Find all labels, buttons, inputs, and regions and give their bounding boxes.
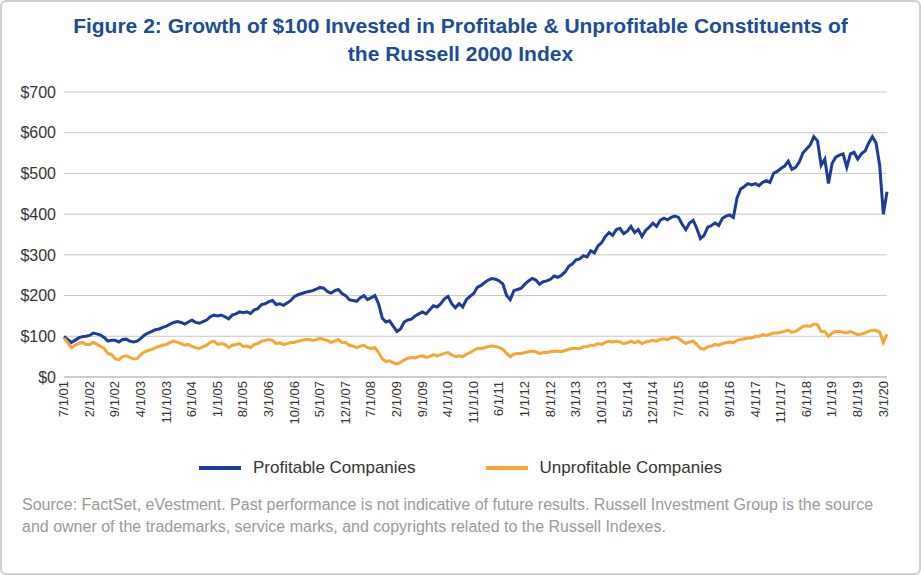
- svg-text:$100: $100: [20, 328, 56, 345]
- svg-text:4/1/17: 4/1/17: [748, 381, 763, 417]
- svg-text:11/1/03: 11/1/03: [159, 381, 174, 423]
- html-text:Figure 2: Growth of $100 Inves: Figure 2: Growth of $100 Invested in Pro…: [73, 14, 848, 65]
- svg-text:$700: $700: [20, 84, 56, 101]
- svg-text:$0: $0: [38, 369, 56, 386]
- svg-text:2/1/02: 2/1/02: [82, 381, 97, 417]
- svg-text:10/1/06: 10/1/06: [287, 381, 302, 424]
- svg-text:11/1/10: 11/1/10: [466, 381, 481, 423]
- svg-text:12/1/14: 12/1/14: [645, 381, 660, 424]
- svg-text:7/1/01: 7/1/01: [56, 381, 71, 417]
- svg-text:8/1/19: 8/1/19: [850, 381, 865, 417]
- svg-text:9/1/09: 9/1/09: [415, 381, 430, 417]
- svg-text:1/1/12: 1/1/12: [517, 381, 532, 417]
- svg-text:7/1/15: 7/1/15: [671, 381, 686, 417]
- svg-text:3/1/13: 3/1/13: [568, 381, 583, 417]
- svg-text:4/1/10: 4/1/10: [440, 381, 455, 417]
- svg-text:9/1/16: 9/1/16: [722, 381, 737, 417]
- svg-text:8/1/05: 8/1/05: [235, 381, 250, 417]
- svg-text:4/1/03: 4/1/03: [133, 381, 148, 417]
- svg-text:8/1/12: 8/1/12: [543, 381, 558, 417]
- html-text:Source: FactSet, eVestment. Pa: Source: FactSet, eVestment. Past perform…: [22, 496, 874, 535]
- html-text:Unprofitable Companies: Unprofitable Companies: [539, 458, 722, 477]
- svg-text:9/1/02: 9/1/02: [107, 381, 122, 417]
- svg-text:$400: $400: [20, 206, 56, 223]
- svg-text:$200: $200: [20, 287, 56, 304]
- svg-text:3/1/06: 3/1/06: [261, 381, 276, 417]
- svg-text:6/1/04: 6/1/04: [184, 381, 199, 417]
- svg-text:5/1/14: 5/1/14: [620, 381, 635, 417]
- svg-text:1/1/19: 1/1/19: [824, 381, 839, 417]
- svg-text:$600: $600: [20, 124, 56, 141]
- svg-text:$500: $500: [20, 165, 56, 182]
- svg-text:1/1/05: 1/1/05: [210, 381, 225, 417]
- svg-text:11/1/17: 11/1/17: [773, 381, 788, 423]
- svg-text:6/1/18: 6/1/18: [799, 381, 814, 417]
- svg-text:5/1/07: 5/1/07: [312, 381, 327, 417]
- svg-text:$300: $300: [20, 247, 56, 264]
- svg-text:2/1/09: 2/1/09: [389, 381, 404, 417]
- svg-text:10/1/13: 10/1/13: [594, 381, 609, 424]
- svg-text:2/1/16: 2/1/16: [696, 381, 711, 417]
- svg-text:12/1/07: 12/1/07: [338, 381, 353, 424]
- svg-text:6/1/11: 6/1/11: [492, 381, 507, 416]
- svg-text:7/1/08: 7/1/08: [363, 381, 378, 417]
- svg-text:3/1/20: 3/1/20: [876, 381, 891, 417]
- html-text:Profitable Companies: Profitable Companies: [253, 458, 416, 477]
